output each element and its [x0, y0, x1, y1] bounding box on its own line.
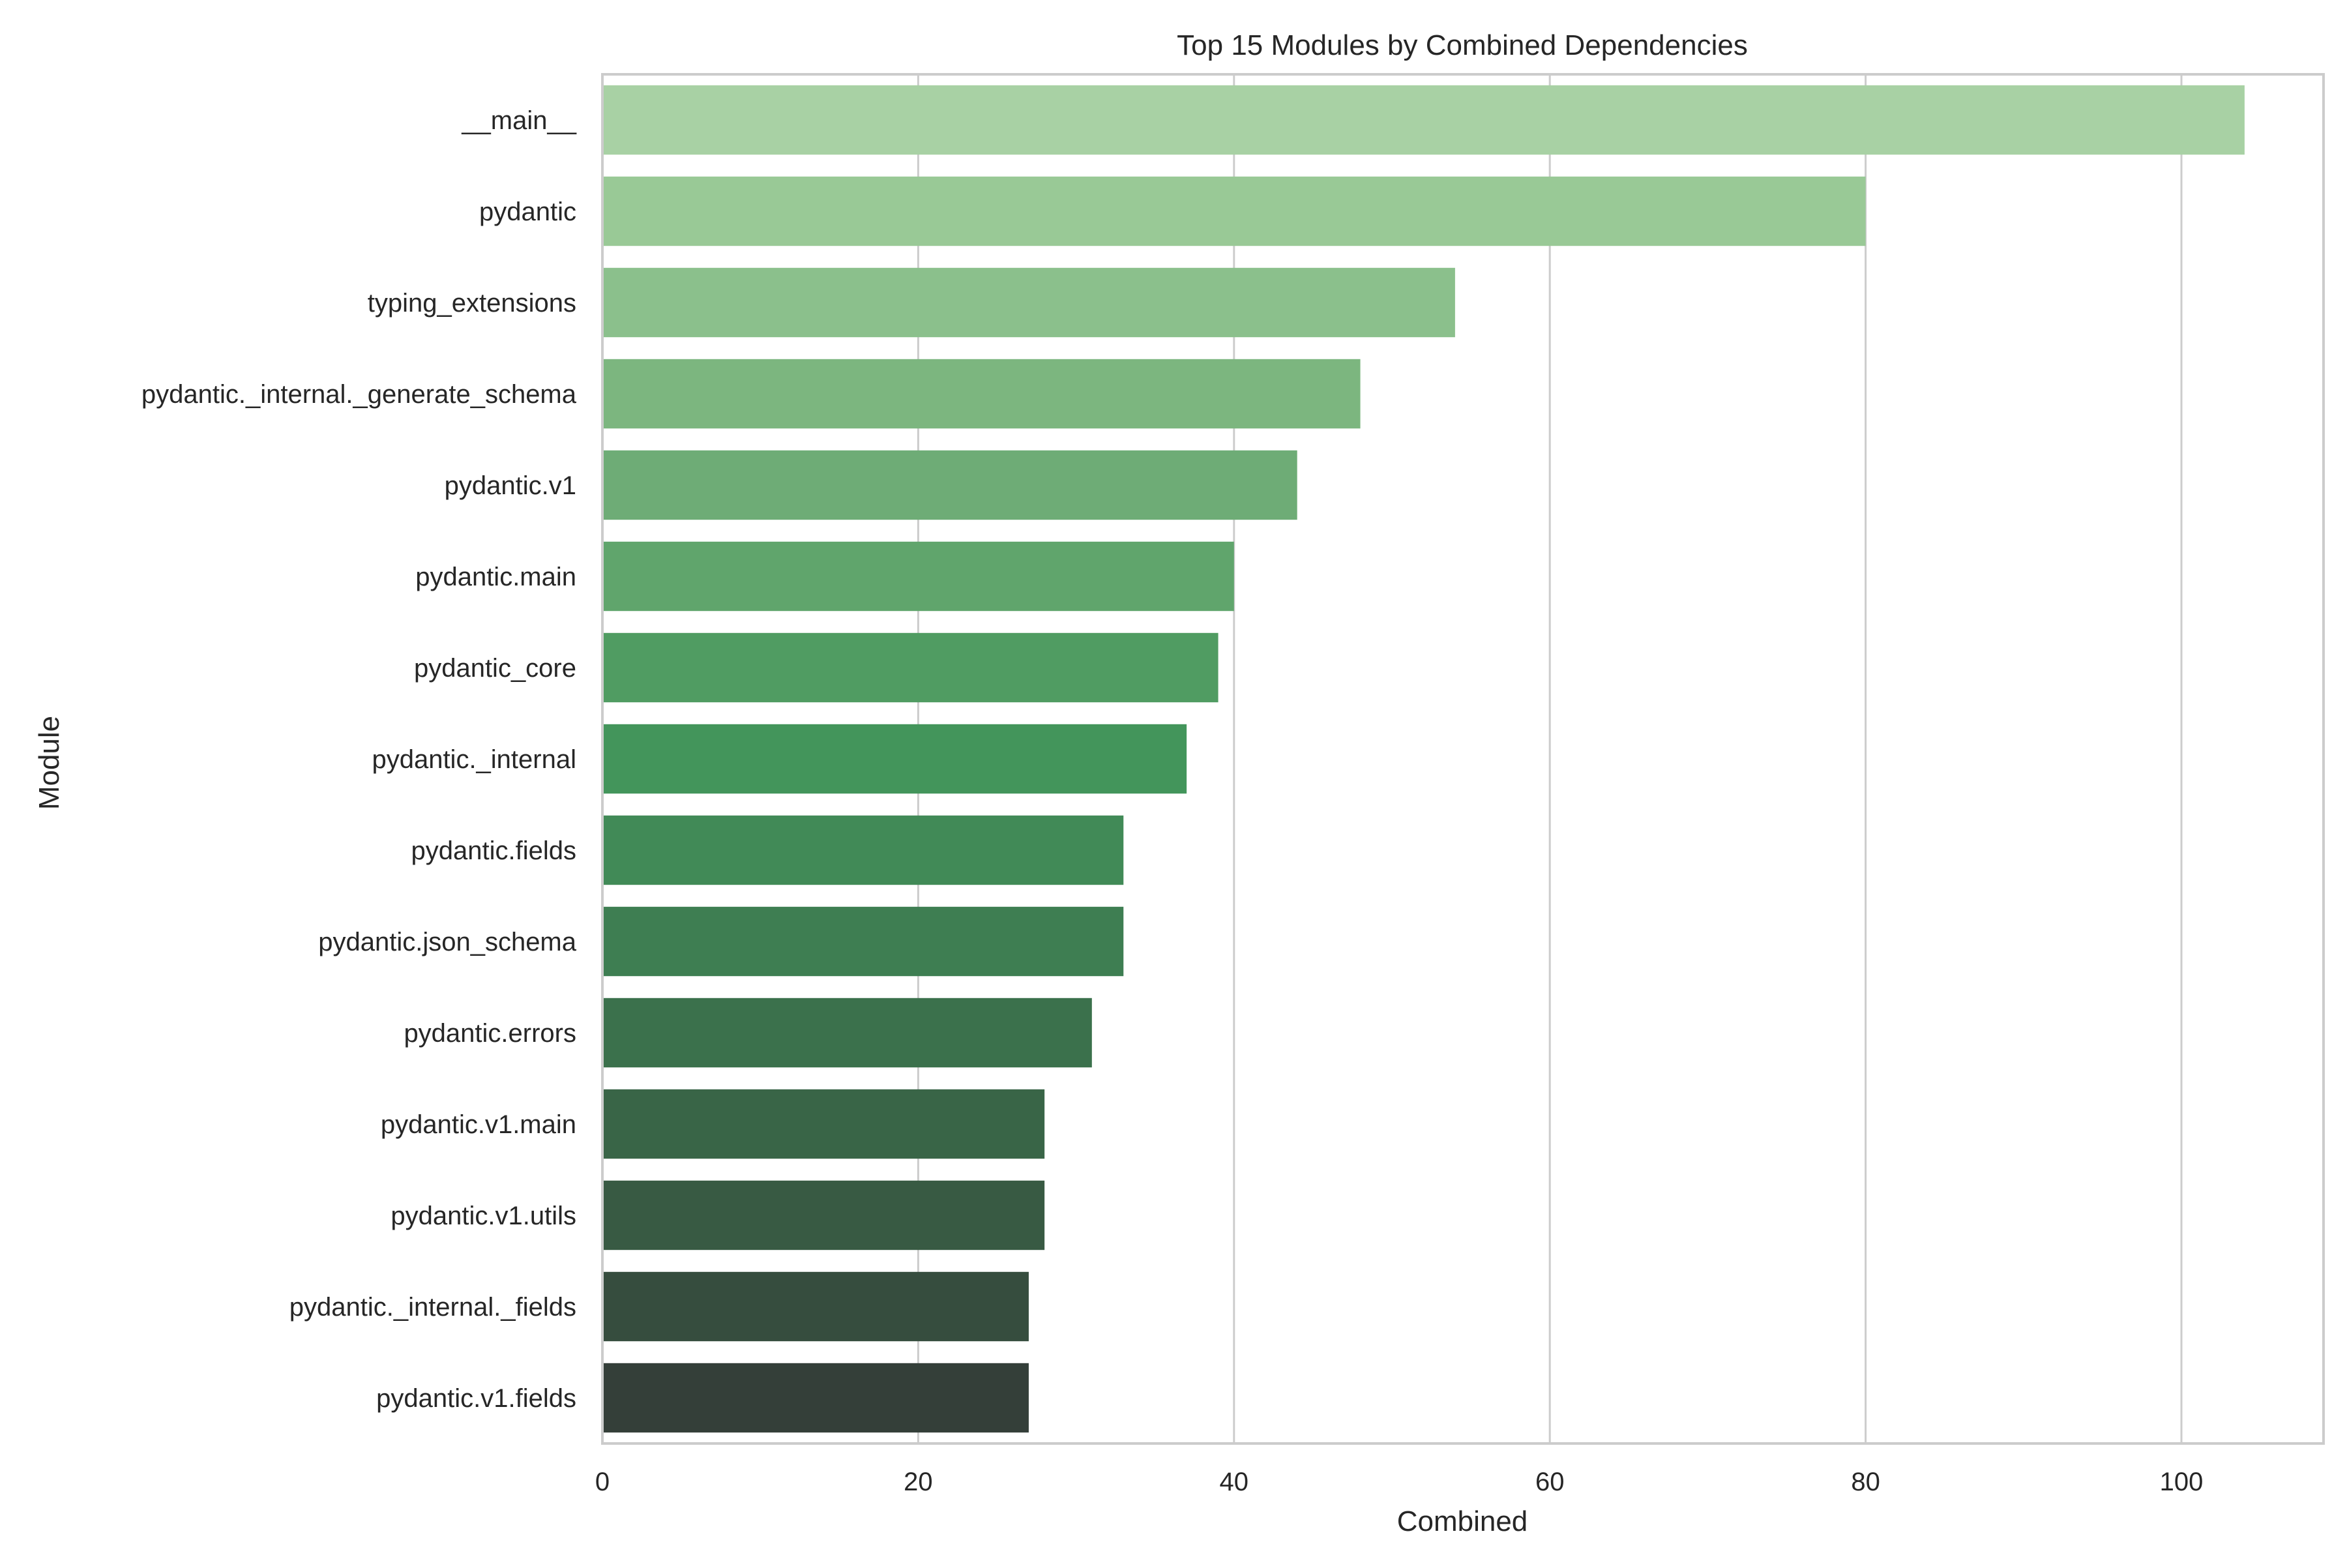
- chart-title: Top 15 Modules by Combined Dependencies: [1177, 29, 1748, 61]
- y-tick-label: pydantic.errors: [404, 1019, 576, 1048]
- bar: [602, 998, 1092, 1068]
- bar: [602, 267, 1455, 338]
- bar: [602, 1271, 1029, 1342]
- y-tick-label: pydantic.v1.fields: [376, 1384, 576, 1413]
- y-tick-label: pydantic_core: [414, 654, 576, 683]
- y-tick-label: pydantic.main: [415, 563, 576, 591]
- bar: [602, 1180, 1045, 1250]
- y-tick-label: pydantic.v1.main: [381, 1110, 576, 1139]
- bar: [602, 815, 1124, 885]
- y-tick-label: pydantic._internal: [372, 745, 576, 774]
- x-tick-label: 100: [2160, 1468, 2204, 1496]
- plot-frame: [601, 73, 2325, 1445]
- y-tick-label: pydantic.v1.utils: [391, 1202, 576, 1230]
- x-tick-label: 60: [1535, 1468, 1565, 1496]
- y-tick-label: pydantic._internal._fields: [289, 1293, 576, 1322]
- x-tick-label: 20: [904, 1468, 933, 1496]
- bars: [602, 85, 2245, 1433]
- x-tick-label: 40: [1220, 1468, 1249, 1496]
- bar: [602, 1363, 1029, 1433]
- y-tick-label: pydantic.json_schema: [318, 928, 577, 956]
- bar: [602, 724, 1187, 794]
- y-tick-label: pydantic.fields: [411, 836, 576, 865]
- bar: [602, 176, 1866, 246]
- bar: [602, 1089, 1045, 1159]
- x-tick-labels: 0 20 40 60 80 100: [595, 1468, 2204, 1496]
- y-tick-label: __main__: [461, 106, 576, 135]
- y-axis-label: Module: [33, 716, 65, 810]
- bar: [602, 450, 1297, 520]
- y-tick-label: typing_extensions: [368, 289, 576, 318]
- x-tick-label: 0: [595, 1468, 610, 1496]
- x-axis-label: Combined: [1397, 1505, 1528, 1537]
- bar: [602, 632, 1218, 703]
- y-tick-label: pydantic.v1: [445, 471, 576, 500]
- bar: [602, 359, 1361, 429]
- y-tick-label: pydantic: [479, 198, 576, 226]
- bar: [602, 85, 2245, 155]
- bar: [602, 906, 1124, 977]
- x-tick-label: 80: [1851, 1468, 1880, 1496]
- bar: [602, 541, 1234, 612]
- y-tick-labels: __main__ pydantic typing_extensionspydanti…: [141, 106, 577, 1413]
- y-tick-label: pydantic._internal._generate_schema: [141, 380, 577, 409]
